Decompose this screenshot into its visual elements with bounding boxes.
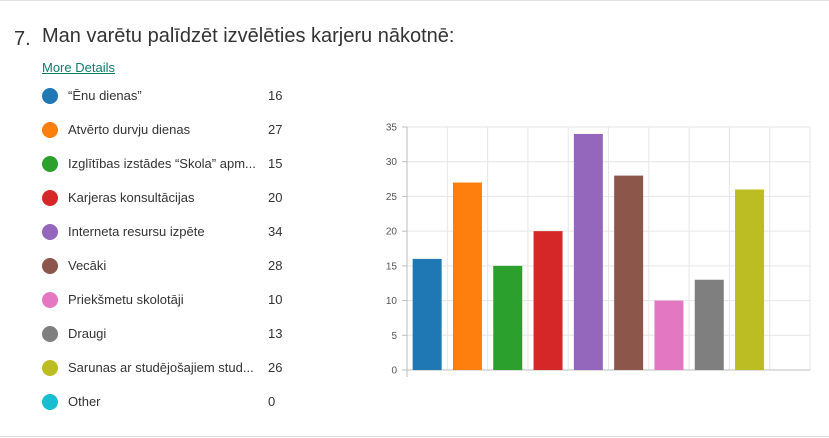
legend-color-dot xyxy=(42,224,58,240)
legend-count: 10 xyxy=(268,292,283,307)
legend-label: Interneta resursu izpēte xyxy=(68,224,205,239)
y-tick-label: 15 xyxy=(386,261,398,272)
more-details-link[interactable]: More Details xyxy=(42,60,115,75)
bar xyxy=(735,189,765,370)
legend-item: Vecāki 28 xyxy=(42,254,302,288)
legend-label: Draugi xyxy=(68,326,107,341)
legend-count: 15 xyxy=(268,156,283,171)
bar xyxy=(412,258,442,370)
legend-item: Interneta resursu izpēte 34 xyxy=(42,220,302,254)
y-tick-label: 0 xyxy=(391,366,397,377)
legend-count: 34 xyxy=(268,224,283,239)
y-tick-label: 35 xyxy=(386,123,398,134)
y-tick-label: 5 xyxy=(391,331,397,342)
legend-item: Karjeras konsultācijas 20 xyxy=(42,186,302,220)
legend-label: Karjeras konsultācijas xyxy=(68,190,195,205)
chart-legend: “Ēnu dienas” 16 Atvērto durvju dienas 27… xyxy=(42,84,302,424)
legend-color-dot xyxy=(42,326,58,342)
bar xyxy=(654,300,684,370)
bar xyxy=(493,265,523,370)
legend-label: “Ēnu dienas” xyxy=(68,88,142,103)
legend-label: Sarunas ar studējošajiem stud... xyxy=(68,360,254,375)
legend-label: Atvērto durvju dienas xyxy=(68,122,191,137)
legend-label: Priekšmetu skolotāji xyxy=(68,292,184,307)
legend-color-dot xyxy=(42,190,58,206)
bar xyxy=(573,133,603,370)
bar-chart: 0 5 10 15 20 25 30 35 xyxy=(386,123,811,377)
question-title: Man varētu palīdzēt izvēlēties karjeru n… xyxy=(42,25,455,47)
legend-label: Izglītības izstādes “Skola” apm... xyxy=(68,156,256,171)
legend-count: 26 xyxy=(268,360,283,375)
legend-color-dot xyxy=(42,360,58,376)
top-divider xyxy=(0,0,829,1)
legend-color-dot xyxy=(42,258,58,274)
legend-item: Other 0 xyxy=(42,390,302,424)
legend-label: Vecāki xyxy=(68,258,107,273)
y-tick-label: 20 xyxy=(386,227,398,238)
bar xyxy=(614,175,644,370)
y-tick-label: 10 xyxy=(386,296,398,307)
legend-count: 28 xyxy=(268,258,283,273)
legend-count: 20 xyxy=(268,190,283,205)
bar xyxy=(694,279,724,370)
legend-color-dot xyxy=(42,122,58,138)
legend-count: 27 xyxy=(268,122,283,137)
legend-item: Draugi 13 xyxy=(42,322,302,356)
legend-item: Sarunas ar studējošajiem stud... 26 xyxy=(42,356,302,390)
legend-color-dot xyxy=(42,292,58,308)
question-number: 7. xyxy=(14,28,31,50)
bar xyxy=(452,182,482,370)
bar xyxy=(533,231,563,370)
legend-color-dot xyxy=(42,88,58,104)
y-tick-label: 30 xyxy=(386,157,398,168)
legend-color-dot xyxy=(42,394,58,410)
legend-item: Atvērto durvju dienas 27 xyxy=(42,118,302,152)
legend-item: Priekšmetu skolotāji 10 xyxy=(42,288,302,322)
legend-count: 13 xyxy=(268,326,283,341)
legend-label: Other xyxy=(68,394,101,409)
legend-item: “Ēnu dienas” 16 xyxy=(42,84,302,118)
legend-count: 16 xyxy=(268,88,283,103)
bottom-divider xyxy=(0,436,829,437)
legend-item: Izglītības izstādes “Skola” apm... 15 xyxy=(42,152,302,186)
y-tick-label: 25 xyxy=(386,192,398,203)
legend-color-dot xyxy=(42,156,58,172)
legend-count: 0 xyxy=(268,394,276,409)
